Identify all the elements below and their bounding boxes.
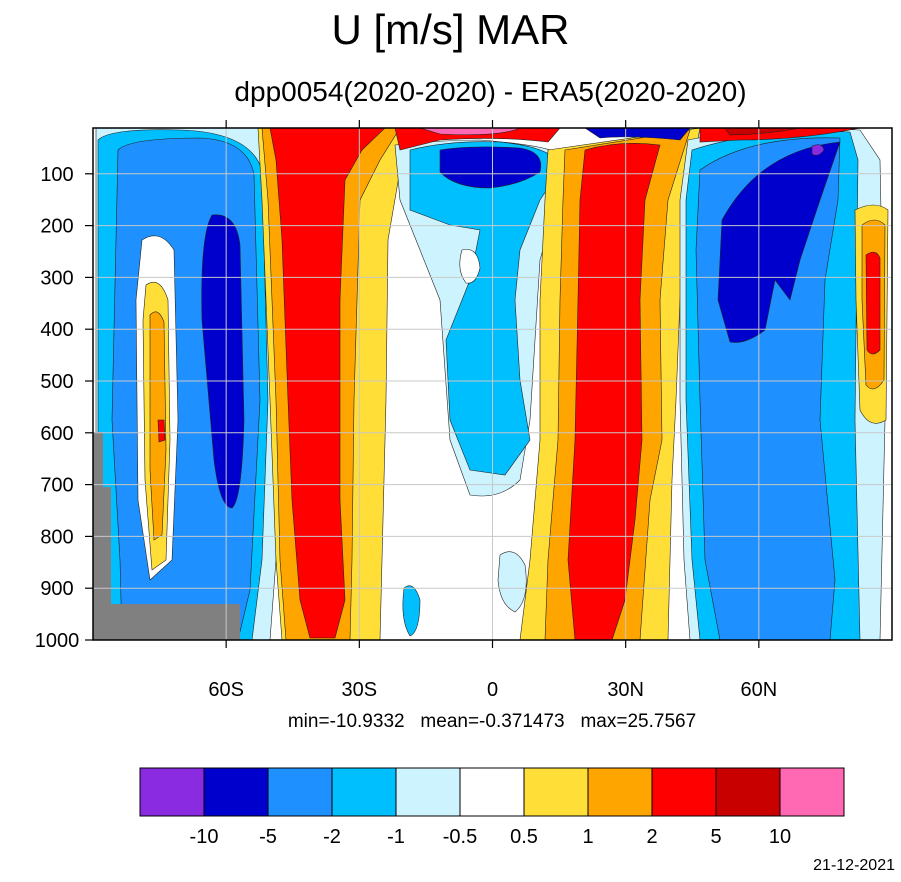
stat-max: max=25.7567 [580,711,697,732]
x-tick-label: 30N [607,679,644,701]
colorbar-swatch [267,767,333,817]
colorbar-swatch [651,767,717,817]
y-tick-label: 1000 [35,630,80,652]
sh-jet-red [269,128,386,639]
colorbar-swatch [715,767,781,817]
x-tick-label: 30S [342,679,378,701]
chart-subtitle: dpp0054(2020-2020) - ERA5(2020-2020) [234,76,747,107]
y-tick-label: 600 [40,423,73,445]
x-tick-label: 0 [487,679,498,701]
y-tick-label: 700 [40,475,73,497]
y-tick-label: 900 [40,578,73,600]
nh-jet-red [567,143,661,640]
colorbar-swatch [139,767,205,817]
nh-dark-blue [717,141,841,343]
stats-line: min=-10.9332 mean=-0.371473 max=25.7567 [92,710,892,734]
colorbar-label: 10 [769,826,791,848]
top-dark-blue [584,128,691,141]
stat-min: min=-10.9332 [287,711,405,732]
colorbar-label: -5 [259,826,277,848]
grid-lines [93,128,892,640]
date-stamp: 21-12-2021 [813,857,895,874]
colorbar-swatch [587,767,653,817]
colorbar-swatch [331,767,397,817]
colorbar-label: -10 [190,826,219,848]
polar-red [865,251,881,355]
y-tick-label: 200 [40,216,73,238]
x-tick-label: 60N [740,679,777,701]
colorbar-swatch [203,767,269,817]
colorbar-label: -2 [323,826,341,848]
colorbar: -10 -5 -2 -1 -0.5 0.5 1 2 5 10 [139,767,845,848]
nh-purple-spot [811,144,825,156]
colorbar-label: -1 [387,826,405,848]
colorbar-swatch [395,767,461,817]
sh-red-spot [157,419,166,443]
y-tick-label: 300 [40,267,73,289]
colorbar-label: 0.5 [510,826,538,848]
missing-topography [93,432,240,640]
colorbar-label: -0.5 [443,826,477,848]
y-tick-label: 100 [40,164,73,186]
y-tick-label: 500 [40,371,73,393]
y-axis: 100 200 300 400 500 600 700 800 900 1000 [35,164,93,652]
x-axis: 60S 30S 0 30N 60N [208,120,777,701]
eq-lower-light-blue [497,551,527,613]
eq-white-hole [459,249,481,284]
stat-mean: mean=-0.371473 [420,711,565,732]
colorbar-swatch [459,767,525,817]
colorbar-label: 2 [646,826,657,848]
y-tick-label: 800 [40,526,73,548]
y-tick-label: 400 [40,319,73,341]
colorbar-label: 5 [710,826,721,848]
colorbar-swatch [779,767,845,817]
eq-lower-cyan [402,585,421,637]
chart-title: U [m/s] MAR [331,6,570,53]
eq-dark-blue [439,146,542,189]
x-tick-label: 60S [208,679,244,701]
sh-dark-blue [201,214,245,509]
top-red [394,128,561,151]
colorbar-swatch [523,767,589,817]
colorbar-label: 1 [582,826,593,848]
